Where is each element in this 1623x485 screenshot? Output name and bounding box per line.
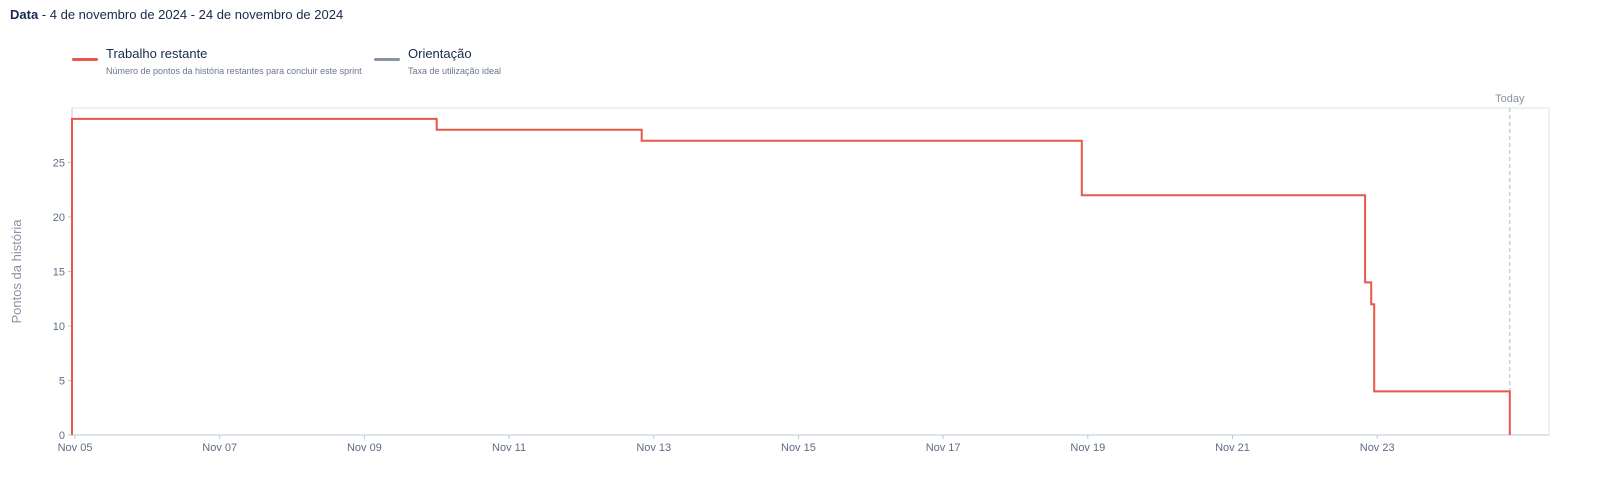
legend-title-remaining-work: Trabalho restante: [106, 46, 208, 61]
date-range-value: 4 de novembro de 2024 - 24 de novembro d…: [49, 7, 344, 22]
x-tick-label: Nov 15: [781, 442, 816, 454]
plot-frame: [71, 107, 1550, 436]
x-tick-label: Nov 19: [1070, 442, 1105, 454]
legend-title-guideline: Orientação: [408, 46, 472, 61]
x-tick-label: Nov 17: [926, 442, 961, 454]
today-marker-label: Today: [1495, 93, 1525, 105]
y-tick-label: 10: [53, 321, 65, 333]
y-tick-label: 0: [59, 430, 65, 442]
legend-desc-remaining-work: Número de pontos da história restantes p…: [106, 66, 362, 76]
guideline-swatch-icon: [374, 58, 400, 61]
y-tick-label: 25: [53, 158, 65, 170]
y-tick-label: 5: [59, 376, 65, 388]
x-tick-label: Nov 13: [636, 442, 671, 454]
y-axis-title: Pontos da história: [9, 219, 24, 324]
y-tick-label: 15: [53, 267, 65, 279]
x-tick-label: Nov 11: [492, 442, 526, 454]
sprint-date-range: Data - 4 de novembro de 2024 - 24 de nov…: [10, 7, 343, 22]
date-separator: -: [38, 7, 50, 22]
legend-desc-guideline: Taxa de utilização ideal: [408, 66, 502, 76]
x-tick-label: Nov 05: [58, 442, 93, 454]
y-tick-label: 20: [53, 212, 65, 224]
remaining-work-swatch-icon: [72, 58, 98, 61]
x-tick-label: Nov 23: [1360, 442, 1395, 454]
series-line-remaining-work: [71, 117, 1511, 435]
x-tick-label: Nov 21: [1215, 442, 1250, 454]
date-label: Data: [10, 7, 39, 22]
x-tick-label: Nov 09: [347, 442, 382, 454]
x-tick-label: Nov 07: [202, 442, 237, 454]
